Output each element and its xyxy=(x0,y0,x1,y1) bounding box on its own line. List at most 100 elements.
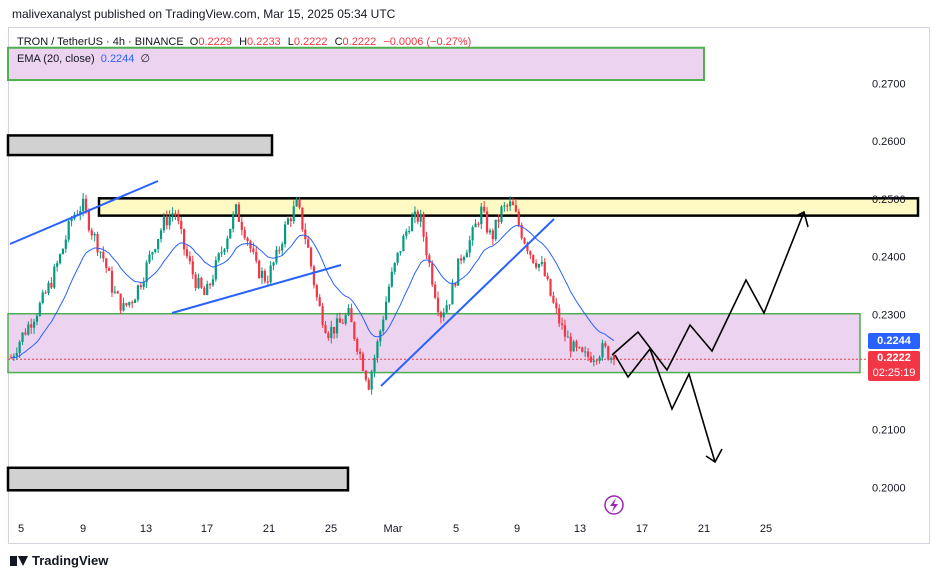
high-value: 0.2233 xyxy=(247,36,281,48)
ema-suffix: ∅ xyxy=(140,53,151,65)
candle-body xyxy=(99,251,102,253)
candle-body xyxy=(168,215,171,226)
candle-body xyxy=(289,218,292,222)
y-tick-label: 0.2500 xyxy=(872,194,906,206)
candle-body xyxy=(309,247,313,267)
candle-body xyxy=(589,356,593,362)
candle-body xyxy=(84,198,88,211)
symbol-label[interactable]: TRON / TetherUS · 4h · BINANCE xyxy=(17,36,184,48)
chart-frame xyxy=(8,27,930,544)
candle-body xyxy=(15,352,18,357)
candle-body xyxy=(272,262,275,266)
candle-body xyxy=(113,291,116,293)
candle-body xyxy=(471,227,474,241)
candle-body xyxy=(477,223,480,225)
candle-body xyxy=(431,263,434,285)
candle-body xyxy=(203,287,206,296)
bearish-projection[interactable] xyxy=(614,347,716,463)
candle-body xyxy=(598,357,601,361)
ema-label[interactable]: EMA (20, close) xyxy=(17,53,95,65)
candle-body xyxy=(27,324,30,335)
top-purple-zone[interactable] xyxy=(7,46,705,82)
candle-body xyxy=(532,254,535,263)
trendline-3[interactable] xyxy=(380,218,555,387)
candle-body xyxy=(402,235,405,252)
candle-body xyxy=(318,297,321,307)
candle-body xyxy=(436,297,440,313)
x-tick-label: 5 xyxy=(453,523,459,535)
candle-body xyxy=(312,266,316,286)
candle-body xyxy=(399,251,402,253)
y-tick-label: 0.2000 xyxy=(872,482,906,494)
x-tick-label: 9 xyxy=(514,523,520,535)
candle-body xyxy=(555,302,558,309)
x-tick-label: 25 xyxy=(325,523,337,535)
candle-body xyxy=(413,211,417,218)
lower-gray-zone[interactable] xyxy=(6,466,350,492)
tradingview-logo-icon xyxy=(10,555,28,566)
candle-body xyxy=(185,249,189,257)
candle-body xyxy=(206,283,209,296)
candle-body xyxy=(252,248,255,252)
candle-body xyxy=(298,199,301,208)
candle-body xyxy=(405,231,408,236)
candle-body xyxy=(384,301,388,320)
candle-body xyxy=(255,251,258,261)
candle-body xyxy=(157,239,160,250)
candle-body xyxy=(457,258,460,286)
y-tick-label: 0.2600 xyxy=(872,136,906,148)
bullish-projection[interactable] xyxy=(611,211,805,372)
candle-body xyxy=(549,279,552,296)
candle-body xyxy=(563,325,567,337)
chart-legend: TRON / TetherUS · 4h · BINANCE O0.2229 H… xyxy=(17,34,475,68)
candle-body xyxy=(569,336,572,352)
candle-body xyxy=(454,283,457,286)
trendline-1[interactable] xyxy=(9,180,159,245)
footer-brand[interactable]: TradingView xyxy=(10,553,108,568)
candle-body xyxy=(278,249,281,251)
candle-body xyxy=(151,252,154,255)
candle-body xyxy=(347,308,350,316)
last-price-tag: 0.2222 02:25:19 xyxy=(868,351,920,381)
candle-body xyxy=(422,214,425,237)
trendline-2[interactable] xyxy=(171,264,342,314)
candle-body xyxy=(171,213,174,216)
projections-layer xyxy=(611,210,809,464)
candle-body xyxy=(327,333,330,338)
upper-gray-zone[interactable] xyxy=(6,134,274,157)
candle-body xyxy=(566,336,569,338)
candle-body xyxy=(341,322,344,324)
flash-icon[interactable] xyxy=(604,495,624,515)
candle-body xyxy=(445,305,448,313)
candle-body xyxy=(105,258,108,269)
candle-body xyxy=(390,271,393,287)
candle-body xyxy=(61,248,65,255)
x-tick-label: 21 xyxy=(698,523,710,535)
candle-body xyxy=(266,281,269,283)
resistance-zone[interactable] xyxy=(97,197,920,217)
candle-body xyxy=(226,238,229,250)
candle-body xyxy=(82,198,85,211)
candle-body xyxy=(307,239,310,248)
candle-body xyxy=(96,233,99,253)
candle-body xyxy=(359,351,362,354)
candle-body xyxy=(211,279,215,285)
candle-body xyxy=(410,217,414,232)
candle-body xyxy=(356,338,359,352)
y-tick-label: 0.2300 xyxy=(872,309,906,321)
candle-body xyxy=(38,303,41,316)
candle-body xyxy=(56,263,59,267)
candle-body xyxy=(41,292,44,304)
close-key: C xyxy=(334,36,343,48)
symbol-row: TRON / TetherUS · 4h · BINANCE O0.2229 H… xyxy=(17,34,475,51)
support-zone[interactable] xyxy=(7,312,861,374)
ema-price-tag: 0.2244 xyxy=(868,333,920,349)
candle-body xyxy=(494,219,497,240)
candle-body xyxy=(131,302,134,304)
candle-body xyxy=(344,315,347,324)
candle-body xyxy=(506,205,509,207)
candle-body xyxy=(523,238,526,244)
candle-body xyxy=(468,240,471,253)
candle-body xyxy=(240,221,243,230)
